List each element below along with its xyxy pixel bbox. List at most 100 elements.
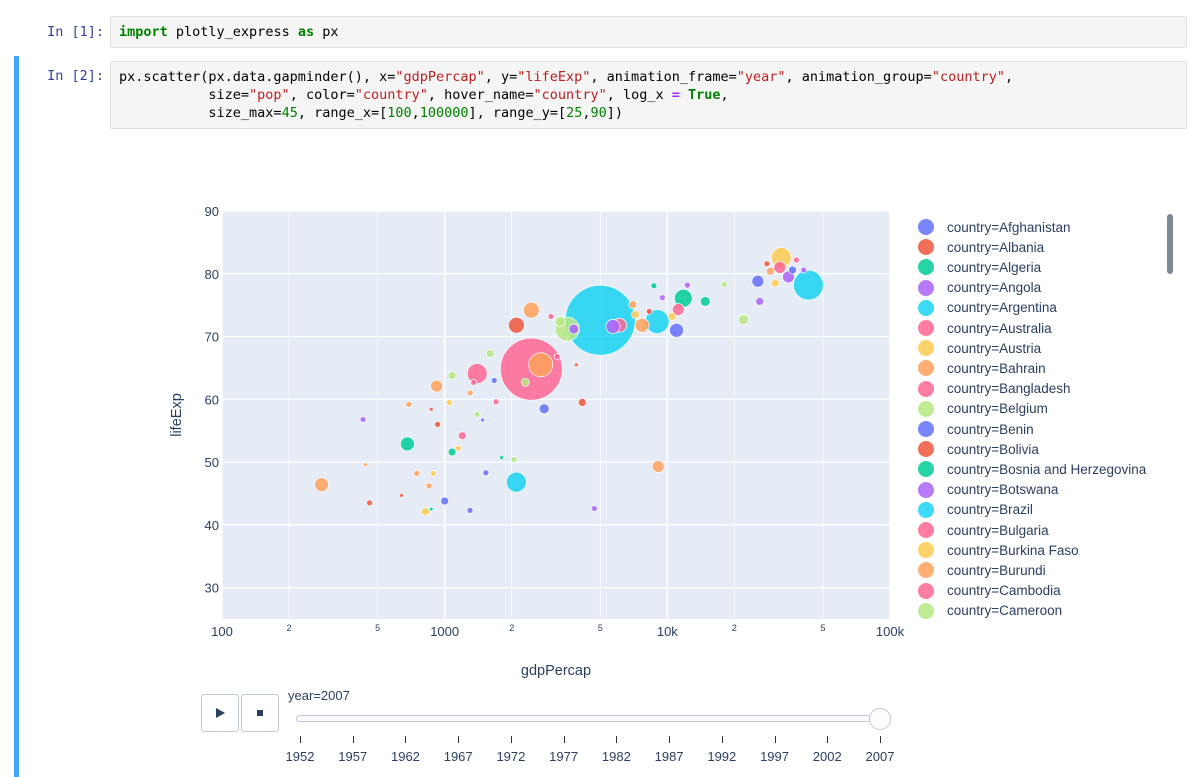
- legend-scrollbar[interactable]: [1167, 214, 1173, 274]
- data-point[interactable]: [782, 270, 795, 284]
- slider-tick-label[interactable]: 1987: [654, 749, 684, 764]
- data-point[interactable]: [506, 471, 527, 493]
- data-point[interactable]: [440, 496, 450, 506]
- data-point[interactable]: [631, 310, 640, 319]
- slider-tick-label[interactable]: 1977: [549, 749, 579, 764]
- data-point[interactable]: [430, 379, 443, 393]
- data-point[interactable]: [428, 506, 434, 512]
- data-point[interactable]: [362, 462, 368, 467]
- data-point[interactable]: [773, 261, 787, 274]
- data-point[interactable]: [612, 317, 627, 333]
- data-point[interactable]: [755, 297, 765, 306]
- data-point[interactable]: [520, 378, 530, 387]
- data-point[interactable]: [499, 337, 563, 401]
- data-point[interactable]: [480, 417, 485, 423]
- data-point[interactable]: [499, 455, 504, 461]
- data-point[interactable]: [800, 266, 808, 274]
- data-point[interactable]: [466, 507, 474, 514]
- data-point[interactable]: [470, 379, 478, 386]
- data-point[interactable]: [720, 281, 728, 288]
- data-point[interactable]: [447, 371, 457, 380]
- data-point[interactable]: [671, 303, 685, 316]
- legend-item[interactable]: country=Benin: [918, 419, 1034, 439]
- data-point[interactable]: [492, 398, 500, 406]
- data-point[interactable]: [659, 294, 666, 301]
- data-point[interactable]: [428, 407, 434, 412]
- cell-2-code-editor[interactable]: px.scatter(px.data.gapminder(), x="gdpPe…: [110, 61, 1187, 129]
- data-point[interactable]: [446, 399, 453, 406]
- data-point[interactable]: [738, 314, 749, 325]
- data-point[interactable]: [751, 274, 765, 288]
- legend-item[interactable]: country=Burkina Faso: [918, 540, 1079, 560]
- data-point[interactable]: [400, 436, 415, 452]
- legend-item[interactable]: country=Bahrain: [918, 358, 1046, 378]
- data-point[interactable]: [770, 278, 780, 288]
- data-point[interactable]: [673, 288, 693, 308]
- data-point[interactable]: [765, 266, 775, 276]
- data-point[interactable]: [788, 265, 797, 275]
- legend-item[interactable]: country=Bolivia: [918, 439, 1039, 459]
- data-point[interactable]: [763, 260, 771, 268]
- legend-item[interactable]: country=Argentina: [918, 298, 1057, 318]
- slider-tick-label[interactable]: 1992: [707, 749, 737, 764]
- data-point[interactable]: [430, 470, 437, 477]
- data-point[interactable]: [473, 411, 481, 418]
- legend-item[interactable]: country=Australia: [918, 318, 1052, 338]
- data-point[interactable]: [421, 507, 430, 517]
- data-point[interactable]: [650, 282, 658, 290]
- data-point[interactable]: [568, 323, 580, 335]
- legend-item[interactable]: country=Bangladesh: [918, 379, 1070, 399]
- legend-item[interactable]: country=Bosnia and Herzegovina: [918, 459, 1146, 479]
- data-point[interactable]: [522, 301, 540, 319]
- stop-button[interactable]: [241, 694, 279, 732]
- data-point[interactable]: [508, 316, 525, 334]
- data-point[interactable]: [577, 398, 587, 407]
- cell-1-code-editor[interactable]: import plotly_express as px: [110, 16, 1187, 48]
- data-point[interactable]: [359, 416, 367, 423]
- data-point[interactable]: [793, 256, 800, 264]
- data-point[interactable]: [553, 353, 561, 360]
- data-point[interactable]: [528, 352, 554, 378]
- data-point[interactable]: [651, 460, 665, 473]
- data-point[interactable]: [699, 296, 711, 307]
- data-point[interactable]: [366, 499, 373, 507]
- data-point[interactable]: [482, 469, 490, 477]
- data-point[interactable]: [644, 309, 670, 334]
- legend-item[interactable]: country=Austria: [918, 338, 1041, 358]
- legend-item[interactable]: country=Botswana: [918, 480, 1058, 500]
- data-point[interactable]: [457, 431, 467, 441]
- slider-tick-label[interactable]: 1952: [285, 749, 315, 764]
- legend-item[interactable]: country=Cambodia: [918, 581, 1061, 601]
- data-point[interactable]: [314, 477, 329, 493]
- data-point[interactable]: [770, 247, 792, 268]
- data-point[interactable]: [684, 281, 691, 289]
- data-point[interactable]: [605, 319, 621, 334]
- year-slider-handle[interactable]: [869, 708, 891, 730]
- data-point[interactable]: [466, 389, 474, 397]
- data-point[interactable]: [485, 349, 495, 358]
- slider-tick-label[interactable]: 1967: [443, 749, 473, 764]
- data-point[interactable]: [554, 316, 566, 327]
- data-point[interactable]: [628, 300, 638, 309]
- legend-item[interactable]: country=Algeria: [918, 257, 1041, 277]
- data-point[interactable]: [573, 362, 579, 368]
- data-point[interactable]: [554, 316, 580, 342]
- data-point[interactable]: [405, 400, 413, 408]
- data-point[interactable]: [590, 505, 598, 512]
- data-point[interactable]: [634, 317, 650, 333]
- data-point[interactable]: [669, 322, 684, 338]
- slider-tick-label[interactable]: 1962: [390, 749, 420, 764]
- data-point[interactable]: [645, 308, 653, 315]
- legend-item[interactable]: country=Bulgaria: [918, 520, 1049, 540]
- year-slider-rail[interactable]: [296, 715, 884, 722]
- data-point[interactable]: [547, 313, 555, 320]
- play-button[interactable]: [201, 694, 239, 732]
- data-point[interactable]: [538, 403, 550, 415]
- data-point[interactable]: [434, 421, 441, 428]
- data-point[interactable]: [510, 456, 518, 463]
- legend-item[interactable]: country=Albania: [918, 237, 1044, 257]
- data-point[interactable]: [399, 492, 404, 498]
- data-point[interactable]: [667, 312, 677, 321]
- slider-tick-label[interactable]: 2007: [865, 749, 895, 764]
- slider-tick-label[interactable]: 1957: [338, 749, 368, 764]
